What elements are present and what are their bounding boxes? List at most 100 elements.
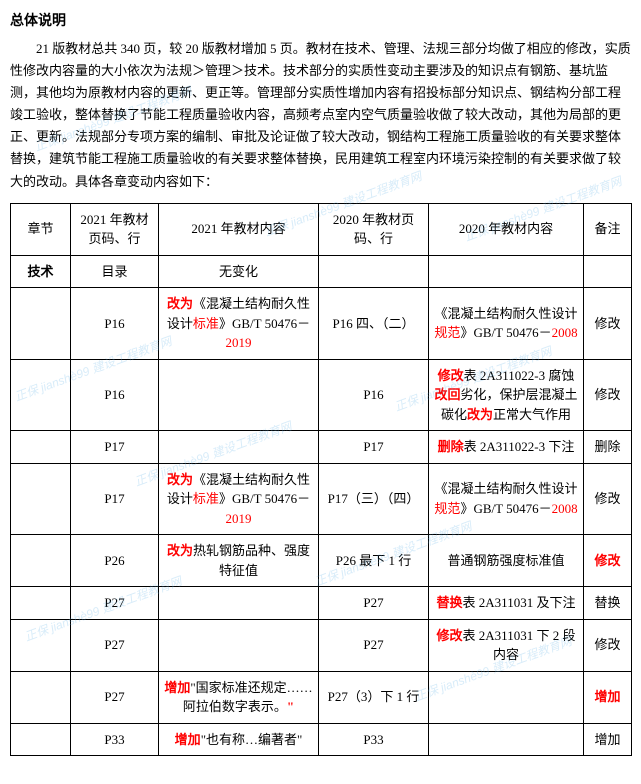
cell: 修改 [584,288,632,360]
text: 》GB/T 50476－ [460,501,551,516]
red-text: 删除 [438,439,464,454]
document-title: 总体说明 [10,10,631,30]
text: "也有称…编著者" [201,732,303,747]
cell: 删除 [584,431,632,464]
cell [159,587,319,620]
text: 表 2A311022-3 腐蚀 [464,368,575,383]
cell [584,255,632,288]
red-text: 规范 [434,501,460,516]
red-text: 2008 [552,501,578,516]
cell: 普通钢筋强度标准值 [429,535,584,587]
cell: P27 [319,587,429,620]
intro-paragraph: 21 版教材总共 340 页，较 20 版教材增加 5 页。教材在技术、管理、法… [10,38,631,193]
cell: P16 [71,359,159,431]
cell [429,255,584,288]
red-text: 改为 [167,472,193,487]
cell: P26 最下 1 行 [319,535,429,587]
cell [11,288,71,360]
table-row: P16 P16 修改表 2A311022-3 腐蚀改回劣化，保护层混凝土碳化改为… [11,359,632,431]
cell: P16 [71,288,159,360]
cell: 删除表 2A311022-3 下注 [429,431,584,464]
table-row: P17 P17 删除表 2A311022-3 下注 删除 [11,431,632,464]
cell: 改为《混凝土结构耐久性设计标准》GB/T 50476－2019 [159,463,319,535]
cell: 修改 [584,619,632,671]
red-text: 替换 [437,595,463,610]
red-text: 标准 [193,316,219,331]
red-text: 规范 [434,325,460,340]
header-2020-content: 2020 年教材内容 [429,203,584,255]
red-text: " [287,699,294,714]
cell: 修改 [584,463,632,535]
cell: P16 [319,359,429,431]
table-row: P27 P27 修改表 2A311031 下 2 段内容 修改 [11,619,632,671]
text: 》GB/T 50476－ [460,325,551,340]
cell: 增加 [584,723,632,756]
cell: P33 [319,723,429,756]
cell [319,255,429,288]
cell: P17 [71,431,159,464]
cell: 增加 [584,671,632,723]
cell [159,619,319,671]
red-text: 标准 [193,491,219,506]
table-row: P26 改为热轧钢筋品种、强度特征值 P26 最下 1 行 普通钢筋强度标准值 … [11,535,632,587]
cell: 修改 [584,359,632,431]
text: 表 2A311022-3 下注 [464,439,575,454]
cell [11,359,71,431]
cell: P26 [71,535,159,587]
cell: P27（3）下 1 行 [319,671,429,723]
cell [11,619,71,671]
cell [11,587,71,620]
header-remark: 备注 [584,203,632,255]
table-header-row: 章节 2021 年教材页码、行 2021 年教材内容 2020 年教材页码、行 … [11,203,632,255]
cell: 修改表 2A311022-3 腐蚀改回劣化，保护层混凝土碳化改为正常大气作用 [429,359,584,431]
text: 表 2A311031 下 2 段内容 [463,628,576,663]
header-2021-page: 2021 年教材页码、行 [71,203,159,255]
text: 热轧钢筋品种、强度特征值 [193,543,310,578]
cell: 修改表 2A311031 下 2 段内容 [429,619,584,671]
header-2020-page: 2020 年教材页码、行 [319,203,429,255]
red-text: 2019 [226,511,252,526]
comparison-table: 章节 2021 年教材页码、行 2021 年教材内容 2020 年教材页码、行 … [10,203,632,757]
cell: 替换 [584,587,632,620]
cell: 无变化 [159,255,319,288]
red-text: 修改 [438,368,464,383]
cell: P16 四、（二） [319,288,429,360]
red-text: 改为 [167,543,193,558]
table-row: P16 改为《混凝土结构耐久性设计标准》GB/T 50476－2019 P16 … [11,288,632,360]
text: 正常大气作用 [493,407,571,422]
table-row: P17 改为《混凝土结构耐久性设计标准》GB/T 50476－2019 P17（… [11,463,632,535]
cell [429,723,584,756]
cell: P27 [71,671,159,723]
cell: 《混凝土结构耐久性设计规范》GB/T 50476－2008 [429,463,584,535]
header-chapter: 章节 [11,203,71,255]
cell: P27 [71,619,159,671]
red-text: 改为 [167,296,193,311]
cell: P33 [71,723,159,756]
text: 》GB/T 50476－ [219,491,310,506]
cell: 改为《混凝土结构耐久性设计标准》GB/T 50476－2019 [159,288,319,360]
red-text: 改回 [434,387,460,402]
red-text: 改为 [467,407,493,422]
cell: P17 [71,463,159,535]
table-row: P27 增加"国家标准还规定……阿拉伯数字表示。" P27（3）下 1 行 增加 [11,671,632,723]
red-text: 2019 [226,335,252,350]
cell: 改为热轧钢筋品种、强度特征值 [159,535,319,587]
table-row: P27 P27 替换表 2A311031 及下注 替换 [11,587,632,620]
cell: P17（三）（四） [319,463,429,535]
cell-chapter: 技术 [11,255,71,288]
text: 《混凝土结构耐久性设计 [434,481,577,496]
cell [11,671,71,723]
cell [11,431,71,464]
red-text: 增加 [175,732,201,747]
cell [11,463,71,535]
cell [11,535,71,587]
cell [159,431,319,464]
cell [159,359,319,431]
cell [429,671,584,723]
text: 表 2A311031 及下注 [463,595,576,610]
cell: P17 [319,431,429,464]
table-row: P33 增加"也有称…编著者" P33 增加 [11,723,632,756]
table-row: 技术 目录 无变化 [11,255,632,288]
cell: 替换表 2A311031 及下注 [429,587,584,620]
cell: P27 [71,587,159,620]
